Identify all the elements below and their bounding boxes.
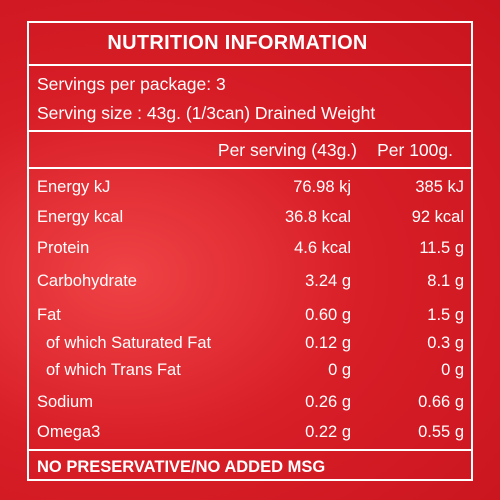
nutrient-per-100g: 0 g xyxy=(441,361,464,379)
nutrition-table: NUTRITION INFORMATION Servings per packa… xyxy=(27,21,473,481)
title-divider xyxy=(29,64,471,66)
header-divider xyxy=(29,167,471,169)
nutrient-per-serving: 3.24 g xyxy=(305,272,351,290)
table-row: Sodium 0.26 g 0.66 g xyxy=(29,389,471,416)
nutrient-name: Energy kcal xyxy=(37,208,124,226)
nutrient-name: Sodium xyxy=(37,393,93,411)
nutrient-name: of which Saturated Fat xyxy=(46,334,212,352)
nutrient-name: Energy kJ xyxy=(37,178,111,196)
table-row: Omega3 0.22 g 0.55 g xyxy=(29,419,471,446)
nutrient-per-serving: 0.22 g xyxy=(305,423,351,441)
nutrient-name: Protein xyxy=(37,239,90,257)
table-row: of which Trans Fat 0 g 0 g xyxy=(29,357,471,384)
table-row: Energy kcal 36.8 kcal 92 kcal xyxy=(29,204,471,231)
table-row: Fat 0.60 g 1.5 g xyxy=(29,302,471,329)
serving-size: Serving size : 43g. (1/3can) Drained Wei… xyxy=(37,103,376,123)
nutrient-per-100g: 8.1 g xyxy=(427,272,464,290)
nutrient-per-100g: 385 kJ xyxy=(415,178,464,196)
nutrient-per-100g: 0.3 g xyxy=(427,334,464,352)
column-header-per-serving: Per serving (43g.) xyxy=(217,140,357,160)
nutrient-per-serving: 0 g xyxy=(328,361,351,379)
nutrient-per-serving: 0.60 g xyxy=(305,306,351,324)
nutrient-name: of which Trans Fat xyxy=(46,361,181,379)
nutrient-name: Carbohydrate xyxy=(37,272,137,290)
nutrient-per-100g: 1.5 g xyxy=(427,306,464,324)
table-title: NUTRITION INFORMATION xyxy=(107,32,368,54)
servings-per-package: Servings per package: 3 xyxy=(37,74,226,94)
nutrient-per-serving: 0.12 g xyxy=(305,334,351,352)
nutrient-per-serving: 0.26 g xyxy=(305,393,351,411)
nutrient-per-100g: 92 kcal xyxy=(411,208,464,226)
info-divider xyxy=(29,130,471,132)
nutrient-per-serving: 36.8 kcal xyxy=(284,208,351,226)
nutrient-name: Fat xyxy=(37,306,61,324)
table-row: of which Saturated Fat 0.12 g 0.3 g xyxy=(29,330,471,357)
table-row: Carbohydrate 3.24 g 8.1 g xyxy=(29,268,471,295)
nutrient-per-serving: 76.98 kj xyxy=(293,178,351,196)
table-row: Protein 4.6 kcal 11.5 g xyxy=(29,235,471,262)
table-row: Energy kJ 76.98 kj 385 kJ xyxy=(29,174,471,201)
nutrient-per-100g: 0.66 g xyxy=(418,393,464,411)
footer-note: NO PRESERVATIVE/NO ADDED MSG xyxy=(37,458,326,476)
column-header-row: Per serving (43g.) Per 100g. xyxy=(29,137,471,167)
nutrient-per-100g: 0.55 g xyxy=(418,423,464,441)
nutrient-per-100g: 11.5 g xyxy=(419,239,464,257)
column-header-per-100g: Per 100g. xyxy=(377,140,453,160)
nutrient-per-serving: 4.6 kcal xyxy=(294,239,351,257)
footer-divider xyxy=(29,449,471,451)
nutrient-name: Omega3 xyxy=(37,423,101,441)
